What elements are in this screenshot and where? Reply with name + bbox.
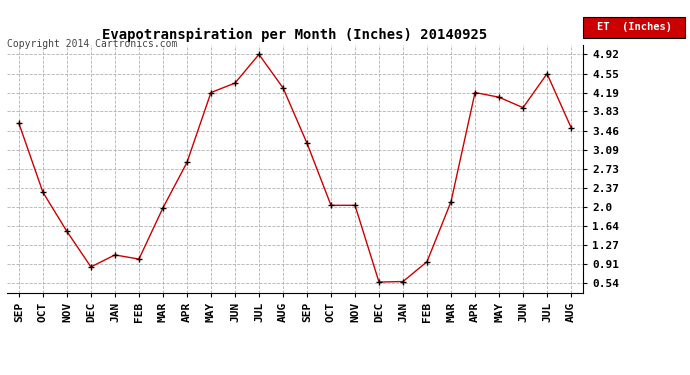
Text: Copyright 2014 Cartronics.com: Copyright 2014 Cartronics.com — [7, 39, 177, 50]
Text: ET  (Inches): ET (Inches) — [597, 22, 671, 32]
Title: Evapotranspiration per Month (Inches) 20140925: Evapotranspiration per Month (Inches) 20… — [102, 28, 488, 42]
